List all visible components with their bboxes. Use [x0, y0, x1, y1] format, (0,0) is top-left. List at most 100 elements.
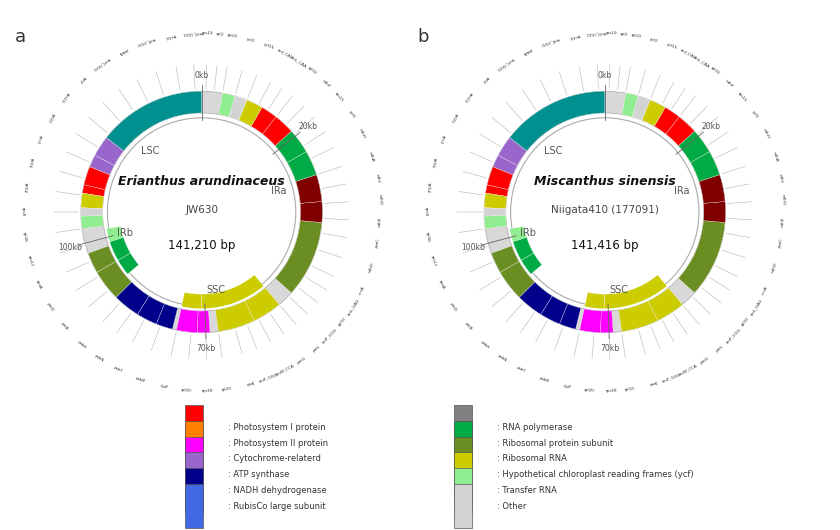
Text: psbA: psbA	[521, 47, 532, 56]
Text: rps15: rps15	[333, 91, 344, 103]
Wedge shape	[116, 282, 150, 314]
Wedge shape	[218, 93, 235, 117]
Wedge shape	[491, 246, 519, 272]
Wedge shape	[703, 201, 726, 223]
Wedge shape	[251, 108, 276, 134]
Text: trnK_UUU: trnK_UUU	[539, 37, 559, 47]
Text: rpl23: rpl23	[227, 33, 239, 39]
Text: petL: petL	[312, 344, 321, 354]
Text: trnP_UGG: trnP_UGG	[725, 328, 742, 345]
Text: rpl23: rpl23	[630, 33, 642, 39]
Text: 70kb: 70kb	[600, 344, 619, 353]
Text: rpl14: rpl14	[22, 182, 28, 192]
Text: psbT: psbT	[516, 366, 526, 374]
Text: : Photosystem I protein: : Photosystem I protein	[228, 423, 326, 432]
Wedge shape	[679, 220, 725, 293]
Wedge shape	[642, 100, 665, 126]
Text: IRb: IRb	[520, 227, 536, 237]
Text: rpl33: rpl33	[624, 386, 635, 392]
Wedge shape	[88, 246, 116, 272]
Text: LSC: LSC	[141, 146, 160, 156]
Text: ndhH: ndhH	[761, 128, 769, 139]
Wedge shape	[197, 311, 210, 333]
Text: petD: petD	[45, 302, 55, 312]
Text: : Hypothetical chloroplast reading frames (ycf): : Hypothetical chloroplast reading frame…	[497, 470, 694, 479]
Text: ycf15: ycf15	[263, 42, 275, 50]
Text: Erianthus arundinaceus: Erianthus arundinaceus	[118, 175, 285, 188]
Text: : Other: : Other	[497, 501, 527, 510]
Text: rps11: rps11	[429, 255, 437, 267]
Text: JW630: JW630	[185, 205, 218, 215]
Wedge shape	[510, 91, 605, 151]
Text: : Ribosomal RNA: : Ribosomal RNA	[497, 454, 567, 463]
Text: ndhF: ndhF	[724, 78, 734, 89]
Text: trnL_UAG: trnL_UAG	[346, 297, 360, 316]
Text: rpl14: rpl14	[425, 182, 431, 192]
Wedge shape	[666, 117, 695, 146]
Text: rpl16: rpl16	[26, 157, 34, 169]
Text: rpl16: rpl16	[429, 157, 437, 169]
Wedge shape	[559, 304, 580, 329]
Text: trnP_GGG: trnP_GGG	[259, 372, 279, 383]
Text: trnL_UAG: trnL_UAG	[749, 297, 764, 316]
Text: rps3: rps3	[438, 134, 445, 144]
Text: : Cytochrome-relaterd: : Cytochrome-relaterd	[228, 454, 322, 463]
Text: ndhF: ndhF	[321, 78, 331, 89]
Text: Niigata410 (177091): Niigata410 (177091)	[551, 205, 659, 215]
Text: psbT: psbT	[113, 366, 123, 374]
Text: rpl32: rpl32	[306, 66, 317, 76]
Text: psaC: psaC	[375, 237, 381, 249]
Wedge shape	[138, 296, 165, 324]
Text: psbB: psbB	[135, 376, 146, 384]
Wedge shape	[654, 108, 680, 134]
Wedge shape	[202, 275, 264, 308]
Text: rps3: rps3	[34, 134, 42, 144]
Text: ndhD: ndhD	[771, 261, 779, 273]
Text: rpl33: rpl33	[221, 386, 232, 392]
Text: trnL_CAA: trnL_CAA	[693, 55, 711, 69]
Text: ycf2: ycf2	[246, 37, 255, 43]
Wedge shape	[81, 193, 104, 208]
Text: ndhD: ndhD	[368, 261, 375, 273]
Wedge shape	[580, 309, 601, 333]
Text: trnQ_UUG: trnQ_UUG	[182, 31, 202, 36]
Text: ndhG: ndhG	[780, 194, 785, 205]
Text: rps18: rps18	[202, 388, 213, 393]
Text: ndhH: ndhH	[358, 128, 366, 139]
Text: 0kb: 0kb	[195, 71, 208, 80]
Text: ndhG: ndhG	[377, 194, 382, 205]
Text: : NADH dehydrogenase: : NADH dehydrogenase	[228, 486, 327, 495]
Wedge shape	[276, 131, 306, 163]
Text: b: b	[417, 29, 429, 47]
Text: psbN: psbN	[94, 354, 104, 363]
Text: ndhA: ndhA	[771, 151, 779, 163]
Wedge shape	[486, 185, 508, 197]
Text: rpl36: rpl36	[425, 231, 431, 242]
Wedge shape	[263, 117, 291, 146]
Text: LSC: LSC	[544, 146, 563, 156]
Text: rpl20: rpl20	[584, 387, 595, 393]
Text: trnW_CCA: trnW_CCA	[679, 363, 699, 376]
Text: ndhA: ndhA	[368, 151, 375, 163]
Text: ndhI: ndhI	[777, 173, 783, 183]
Text: rps15: rps15	[737, 91, 747, 103]
FancyBboxPatch shape	[454, 421, 472, 465]
Text: rpl32: rpl32	[741, 316, 750, 328]
Text: rps18: rps18	[605, 388, 617, 393]
Wedge shape	[679, 131, 709, 163]
Wedge shape	[605, 275, 667, 308]
Text: : Transfer RNA: : Transfer RNA	[497, 486, 557, 495]
Text: a: a	[14, 29, 25, 47]
Text: ycf1: ycf1	[348, 110, 355, 119]
Text: : Ribosomal protein subunit: : Ribosomal protein subunit	[497, 439, 613, 448]
Wedge shape	[300, 201, 323, 223]
Text: psbH: psbH	[76, 340, 87, 350]
Text: petD: petD	[449, 302, 458, 312]
Text: rpoA: rpoA	[34, 279, 42, 290]
FancyBboxPatch shape	[185, 405, 203, 449]
Text: trnW_CCA: trnW_CCA	[276, 363, 296, 376]
Text: trnP_UGG: trnP_UGG	[322, 328, 339, 345]
Text: 20kb: 20kb	[701, 121, 721, 130]
Text: clpP: clpP	[160, 384, 169, 390]
Text: petL: petL	[715, 344, 724, 354]
